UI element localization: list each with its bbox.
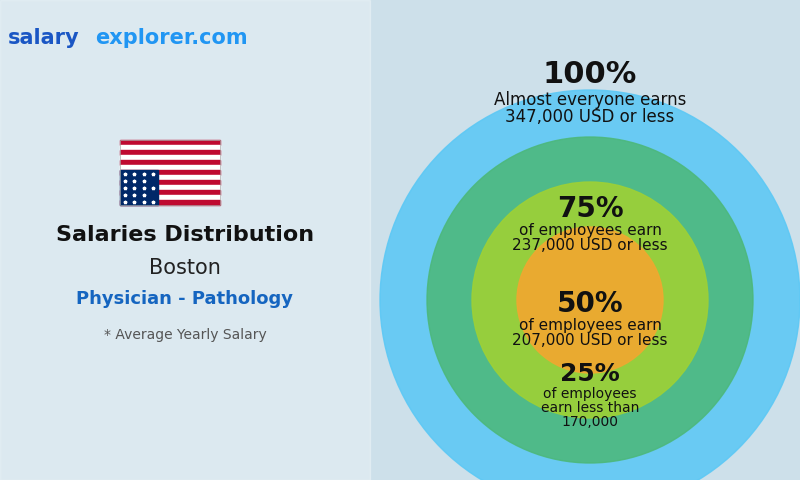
Text: Salaries Distribution: Salaries Distribution bbox=[56, 225, 314, 245]
Text: * Average Yearly Salary: * Average Yearly Salary bbox=[104, 328, 266, 342]
Bar bbox=[120, 170, 220, 175]
Bar bbox=[120, 150, 220, 155]
Text: Boston: Boston bbox=[149, 258, 221, 278]
Text: 75%: 75% bbox=[557, 195, 623, 223]
Text: of employees earn: of employees earn bbox=[518, 318, 662, 333]
Bar bbox=[120, 200, 220, 205]
Text: 25%: 25% bbox=[560, 362, 620, 386]
Text: Almost everyone earns: Almost everyone earns bbox=[494, 91, 686, 109]
Text: of employees earn: of employees earn bbox=[518, 223, 662, 238]
Bar bbox=[120, 180, 220, 185]
Bar bbox=[120, 175, 220, 180]
Text: 237,000 USD or less: 237,000 USD or less bbox=[512, 239, 668, 253]
Text: 207,000 USD or less: 207,000 USD or less bbox=[512, 334, 668, 348]
Bar bbox=[120, 185, 220, 190]
Circle shape bbox=[517, 227, 663, 373]
Text: 347,000 USD or less: 347,000 USD or less bbox=[506, 108, 674, 126]
Bar bbox=[120, 145, 220, 150]
Text: Physician - Pathology: Physician - Pathology bbox=[77, 290, 294, 308]
Circle shape bbox=[472, 182, 708, 418]
Text: earn less than: earn less than bbox=[541, 401, 639, 415]
Bar bbox=[120, 140, 220, 205]
FancyBboxPatch shape bbox=[0, 0, 370, 480]
Bar bbox=[120, 155, 220, 160]
Bar bbox=[120, 160, 220, 165]
Circle shape bbox=[427, 137, 753, 463]
Text: explorer.com: explorer.com bbox=[95, 28, 248, 48]
Text: of employees: of employees bbox=[543, 387, 637, 401]
Bar bbox=[120, 195, 220, 200]
Circle shape bbox=[380, 90, 800, 480]
Bar bbox=[120, 165, 220, 170]
Bar bbox=[120, 140, 220, 145]
Bar bbox=[120, 170, 158, 205]
Text: 50%: 50% bbox=[557, 290, 623, 318]
Text: 170,000: 170,000 bbox=[562, 415, 618, 429]
Text: 100%: 100% bbox=[543, 60, 637, 89]
Bar bbox=[120, 190, 220, 195]
Text: salary: salary bbox=[8, 28, 80, 48]
